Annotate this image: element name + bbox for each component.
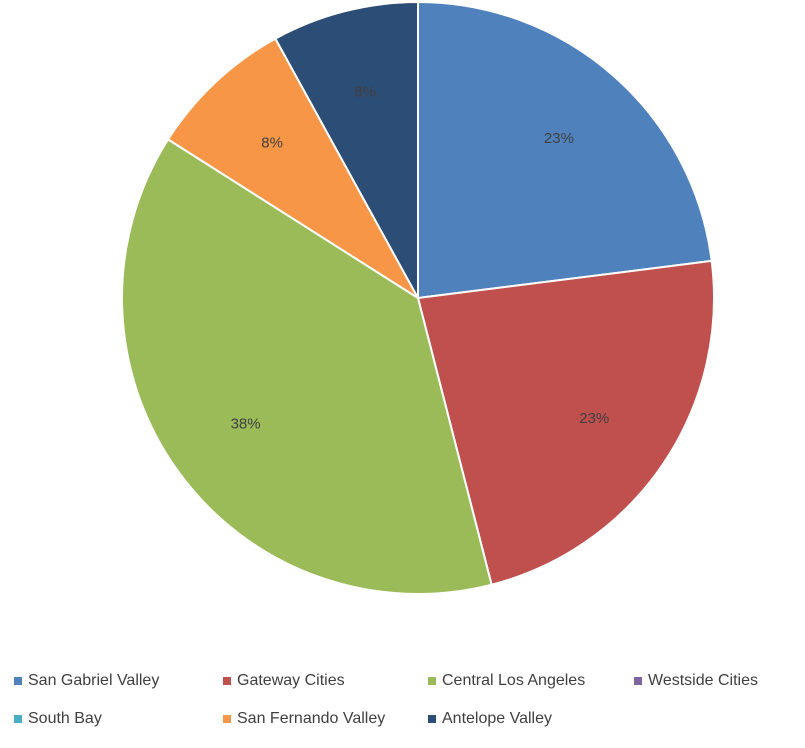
legend-swatch-central-los-angeles <box>428 677 436 685</box>
data-label-antelope-valley: 8% <box>354 84 376 101</box>
data-label-central-los-angeles: 38% <box>231 415 261 432</box>
legend-row-2: South Bay San Fernando Valley Antelope V… <box>14 710 804 748</box>
legend-item-san-gabriel-valley: San Gabriel Valley <box>14 672 159 690</box>
pie-slice-central-los-angeles <box>121 138 493 595</box>
legend-label-antelope-valley: Antelope Valley <box>442 710 552 727</box>
chart-legend: San Gabriel Valley Gateway Cities Centra… <box>14 672 804 748</box>
pie-slice-gateway-cities <box>416 259 715 586</box>
legend-item-antelope-valley: Antelope Valley <box>428 710 552 728</box>
legend-item-san-fernando-valley: San Fernando Valley <box>223 710 385 728</box>
legend-label-westside-cities: Westside Cities <box>648 672 758 689</box>
legend-swatch-westside-cities <box>634 677 642 685</box>
legend-swatch-san-gabriel-valley <box>14 677 22 685</box>
legend-swatch-gateway-cities <box>223 677 231 685</box>
pie-slice-san-gabriel-valley <box>417 0 713 300</box>
legend-label-gateway-cities: Gateway Cities <box>237 672 345 689</box>
legend-label-san-gabriel-valley: San Gabriel Valley <box>28 672 160 689</box>
legend-item-westside-cities: Westside Cities <box>634 672 758 690</box>
pie-chart: 23% 23% 38% 8% 8% <box>121 0 715 595</box>
data-label-gateway-cities: 23% <box>579 410 609 427</box>
legend-swatch-antelope-valley <box>428 715 436 723</box>
legend-label-san-fernando-valley: San Fernando Valley <box>237 710 386 727</box>
legend-item-central-los-angeles: Central Los Angeles <box>428 672 585 690</box>
pie-chart-svg: 23% 23% 38% 8% 8% <box>121 0 715 595</box>
pie-slice-antelope-valley <box>274 0 419 299</box>
legend-label-central-los-angeles: Central Los Angeles <box>442 672 586 689</box>
legend-label-south-bay: South Bay <box>28 710 102 727</box>
legend-item-gateway-cities: Gateway Cities <box>223 672 345 690</box>
data-label-san-fernando-valley: 8% <box>261 135 283 152</box>
legend-swatch-san-fernando-valley <box>223 715 231 723</box>
legend-item-south-bay: South Bay <box>14 710 102 728</box>
legend-swatch-south-bay <box>14 715 22 723</box>
legend-row-1: San Gabriel Valley Gateway Cities Centra… <box>14 672 804 710</box>
data-label-san-gabriel-valley: 23% <box>544 130 574 147</box>
pie-slice-san-fernando-valley <box>166 37 419 299</box>
